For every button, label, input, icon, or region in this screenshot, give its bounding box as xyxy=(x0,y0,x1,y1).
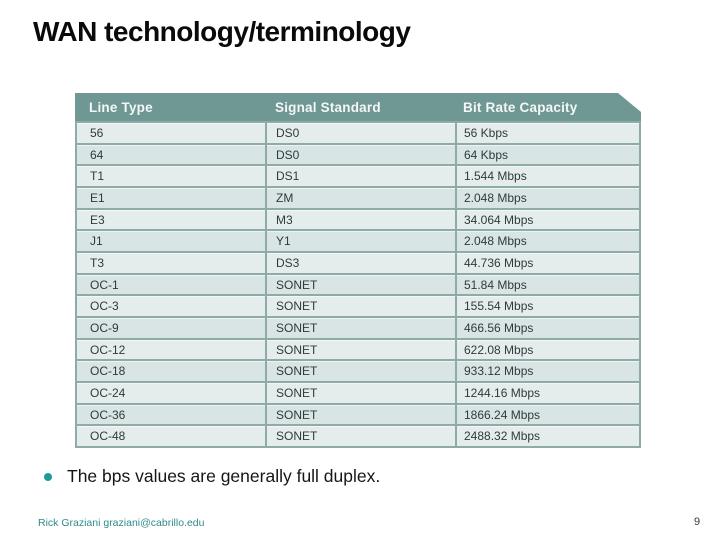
cell-bit-rate: 622.08 Mbps xyxy=(455,339,639,360)
bullet-line: The bps values are generally full duplex… xyxy=(44,466,380,487)
cell-line-type: OC-1 xyxy=(90,277,119,292)
header-cell-bit-rate-capacity: Bit Rate Capacity xyxy=(463,99,578,115)
cell-signal-standard: M3 xyxy=(265,209,455,230)
cell-signal-standard: ZM xyxy=(265,188,455,208)
cell-bit-rate: 1244.16 Mbps xyxy=(455,383,639,403)
cell-signal-standard: DS3 xyxy=(265,253,455,273)
cell-bit-rate: 933.12 Mbps xyxy=(455,361,639,382)
table-body: 56 DS0 56 Kbps 64 DS0 64 Kbps T1 DS1 1.5… xyxy=(75,121,641,448)
cell-line-type: OC-36 xyxy=(90,407,126,422)
footer-author-credit: Rick Graziani graziani@cabrillo.edu xyxy=(38,517,205,529)
table-row: E3 M3 34.064 Mbps xyxy=(77,207,639,230)
cell-line-type: OC-12 xyxy=(90,342,126,357)
cell-bit-rate: 1866.24 Mbps xyxy=(455,404,639,425)
cell-signal-standard: SONET xyxy=(265,318,455,338)
table-row: OC-48 SONET 2488.32 Mbps xyxy=(77,424,639,447)
header-cell-signal-standard: Signal Standard xyxy=(275,99,381,115)
cell-signal-standard: Y1 xyxy=(265,231,455,252)
cell-signal-standard: SONET xyxy=(265,404,455,425)
cell-line-type: 64 xyxy=(90,147,104,162)
header-cell-line-type: Line Type xyxy=(89,99,153,115)
cell-bit-rate: 51.84 Mbps xyxy=(455,274,639,295)
table-row: OC-18 SONET 933.12 Mbps xyxy=(77,359,639,382)
cell-line-type: OC-48 xyxy=(90,429,126,444)
bullet-icon xyxy=(44,473,52,481)
cell-bit-rate: 2.048 Mbps xyxy=(455,231,639,252)
bullet-text: The bps values are generally full duplex… xyxy=(67,466,381,486)
page-number: 9 xyxy=(694,516,701,528)
cell-line-type: OC-24 xyxy=(90,385,126,400)
cell-signal-standard: DS0 xyxy=(265,123,455,143)
table-row: T1 DS1 1.544 Mbps xyxy=(77,164,639,187)
table-row: OC-3 SONET 155.54 Mbps xyxy=(77,294,639,317)
cell-signal-standard: SONET xyxy=(265,274,455,295)
cell-line-type: OC-9 xyxy=(90,320,119,335)
cell-line-type: 56 xyxy=(90,125,104,140)
cell-signal-standard: DS1 xyxy=(265,166,455,187)
cell-signal-standard: SONET xyxy=(265,361,455,382)
cell-bit-rate: 155.54 Mbps xyxy=(455,296,639,317)
table-row: E1 ZM 2.048 Mbps xyxy=(77,186,639,208)
cell-bit-rate: 2488.32 Mbps xyxy=(455,426,639,447)
cell-line-type: OC-18 xyxy=(90,364,126,379)
cell-bit-rate: 64 Kbps xyxy=(455,144,639,165)
table-header-row: Line Type Signal Standard Bit Rate Capac… xyxy=(75,93,641,121)
cell-line-type: E1 xyxy=(90,190,105,205)
cell-bit-rate: 1.544 Mbps xyxy=(455,166,639,187)
cell-signal-standard: SONET xyxy=(265,383,455,403)
table-row: T3 DS3 44.736 Mbps xyxy=(77,251,639,273)
cell-bit-rate: 34.064 Mbps xyxy=(455,209,639,230)
cell-bit-rate: 2.048 Mbps xyxy=(455,188,639,208)
cell-signal-standard: DS0 xyxy=(265,144,455,165)
table-row: OC-36 SONET 1866.24 Mbps xyxy=(77,402,639,425)
cell-bit-rate: 56 Kbps xyxy=(455,123,639,143)
cell-signal-standard: SONET xyxy=(265,296,455,317)
table-row: 56 DS0 56 Kbps xyxy=(77,121,639,143)
cell-signal-standard: SONET xyxy=(265,426,455,447)
table-row: OC-1 SONET 51.84 Mbps xyxy=(77,272,639,295)
cell-line-type: J1 xyxy=(90,234,103,249)
table-row: OC-12 SONET 622.08 Mbps xyxy=(77,337,639,360)
cell-line-type: T1 xyxy=(90,169,105,184)
table-row: 64 DS0 64 Kbps xyxy=(77,142,639,165)
cell-bit-rate: 44.736 Mbps xyxy=(455,253,639,273)
table-row: OC-24 SONET 1244.16 Mbps xyxy=(77,381,639,403)
table-row: OC-9 SONET 466.56 Mbps xyxy=(77,316,639,338)
cell-line-type: E3 xyxy=(90,212,105,227)
cell-line-type: T3 xyxy=(90,255,105,270)
cell-signal-standard: SONET xyxy=(265,339,455,360)
cell-bit-rate: 466.56 Mbps xyxy=(455,318,639,338)
slide-title: WAN technology/terminology xyxy=(33,16,411,47)
table-row: J1 Y1 2.048 Mbps xyxy=(77,229,639,252)
cell-line-type: OC-3 xyxy=(90,299,119,314)
wan-terminology-table: Line Type Signal Standard Bit Rate Capac… xyxy=(75,93,641,448)
